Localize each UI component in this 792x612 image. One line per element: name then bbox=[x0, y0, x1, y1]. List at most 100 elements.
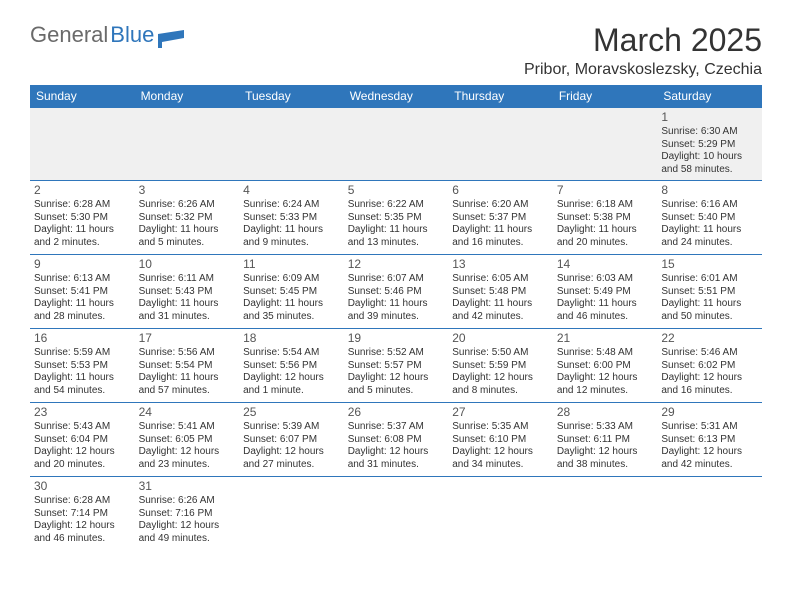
sunrise-text: Sunrise: 5:54 AM bbox=[243, 347, 340, 360]
sunset-text: Sunset: 7:16 PM bbox=[139, 508, 236, 521]
month-title: March 2025 bbox=[524, 22, 762, 59]
day-number: 17 bbox=[139, 331, 236, 346]
calendar-day-cell bbox=[448, 108, 553, 181]
day-number: 19 bbox=[348, 331, 445, 346]
daylight-text: Daylight: 11 hours and 28 minutes. bbox=[34, 298, 131, 323]
calendar-day-cell: 19Sunrise: 5:52 AMSunset: 5:57 PMDayligh… bbox=[344, 329, 449, 403]
day-number: 2 bbox=[34, 183, 131, 198]
calendar-body: 1Sunrise: 6:30 AMSunset: 5:29 PMDaylight… bbox=[30, 108, 762, 551]
sunrise-text: Sunrise: 5:39 AM bbox=[243, 421, 340, 434]
sunrise-text: Sunrise: 6:26 AM bbox=[139, 199, 236, 212]
calendar-week-row: 2Sunrise: 6:28 AMSunset: 5:30 PMDaylight… bbox=[30, 181, 762, 255]
day-number: 4 bbox=[243, 183, 340, 198]
day-number: 14 bbox=[557, 257, 654, 272]
day-number: 31 bbox=[139, 479, 236, 494]
sunset-text: Sunset: 5:53 PM bbox=[34, 360, 131, 373]
sunrise-text: Sunrise: 6:26 AM bbox=[139, 495, 236, 508]
sunrise-text: Sunrise: 5:33 AM bbox=[557, 421, 654, 434]
calendar-day-cell: 21Sunrise: 5:48 AMSunset: 6:00 PMDayligh… bbox=[553, 329, 658, 403]
sunrise-text: Sunrise: 5:59 AM bbox=[34, 347, 131, 360]
location-subtitle: Pribor, Moravskoslezsky, Czechia bbox=[524, 61, 762, 79]
daylight-text: Daylight: 11 hours and 50 minutes. bbox=[661, 298, 758, 323]
logo-flag-icon bbox=[158, 30, 184, 48]
daylight-text: Daylight: 12 hours and 12 minutes. bbox=[557, 372, 654, 397]
daylight-text: Daylight: 11 hours and 9 minutes. bbox=[243, 224, 340, 249]
calendar-day-cell bbox=[657, 477, 762, 551]
calendar-day-cell: 25Sunrise: 5:39 AMSunset: 6:07 PMDayligh… bbox=[239, 403, 344, 477]
sunrise-text: Sunrise: 6:11 AM bbox=[139, 273, 236, 286]
calendar-table: Sunday Monday Tuesday Wednesday Thursday… bbox=[30, 85, 762, 551]
calendar-day-cell: 23Sunrise: 5:43 AMSunset: 6:04 PMDayligh… bbox=[30, 403, 135, 477]
daylight-text: Daylight: 12 hours and 5 minutes. bbox=[348, 372, 445, 397]
sunset-text: Sunset: 5:46 PM bbox=[348, 286, 445, 299]
calendar-day-cell: 27Sunrise: 5:35 AMSunset: 6:10 PMDayligh… bbox=[448, 403, 553, 477]
sunrise-text: Sunrise: 6:16 AM bbox=[661, 199, 758, 212]
dow-tuesday: Tuesday bbox=[239, 85, 344, 108]
sunrise-text: Sunrise: 6:05 AM bbox=[452, 273, 549, 286]
calendar-day-cell bbox=[553, 108, 658, 181]
calendar-day-cell: 2Sunrise: 6:28 AMSunset: 5:30 PMDaylight… bbox=[30, 181, 135, 255]
logo-text-blue: Blue bbox=[110, 22, 154, 48]
sunrise-text: Sunrise: 6:01 AM bbox=[661, 273, 758, 286]
day-number: 29 bbox=[661, 405, 758, 420]
calendar-day-cell: 14Sunrise: 6:03 AMSunset: 5:49 PMDayligh… bbox=[553, 255, 658, 329]
day-number: 12 bbox=[348, 257, 445, 272]
calendar-head: Sunday Monday Tuesday Wednesday Thursday… bbox=[30, 85, 762, 108]
daylight-text: Daylight: 12 hours and 49 minutes. bbox=[139, 520, 236, 545]
day-number: 1 bbox=[661, 110, 758, 125]
calendar-week-row: 9Sunrise: 6:13 AMSunset: 5:41 PMDaylight… bbox=[30, 255, 762, 329]
calendar-day-cell: 5Sunrise: 6:22 AMSunset: 5:35 PMDaylight… bbox=[344, 181, 449, 255]
calendar-day-cell: 3Sunrise: 6:26 AMSunset: 5:32 PMDaylight… bbox=[135, 181, 240, 255]
sunrise-text: Sunrise: 6:03 AM bbox=[557, 273, 654, 286]
sunset-text: Sunset: 5:43 PM bbox=[139, 286, 236, 299]
calendar-day-cell bbox=[448, 477, 553, 551]
sunset-text: Sunset: 5:49 PM bbox=[557, 286, 654, 299]
daylight-text: Daylight: 12 hours and 31 minutes. bbox=[348, 446, 445, 471]
calendar-day-cell bbox=[553, 477, 658, 551]
day-number: 10 bbox=[139, 257, 236, 272]
sunset-text: Sunset: 5:51 PM bbox=[661, 286, 758, 299]
sunset-text: Sunset: 5:40 PM bbox=[661, 212, 758, 225]
logo-text-gray: General bbox=[30, 22, 108, 48]
sunset-text: Sunset: 5:30 PM bbox=[34, 212, 131, 225]
daylight-text: Daylight: 11 hours and 46 minutes. bbox=[557, 298, 654, 323]
dow-monday: Monday bbox=[135, 85, 240, 108]
sunrise-text: Sunrise: 6:22 AM bbox=[348, 199, 445, 212]
calendar-week-row: 16Sunrise: 5:59 AMSunset: 5:53 PMDayligh… bbox=[30, 329, 762, 403]
calendar-day-cell: 26Sunrise: 5:37 AMSunset: 6:08 PMDayligh… bbox=[344, 403, 449, 477]
calendar-day-cell: 16Sunrise: 5:59 AMSunset: 5:53 PMDayligh… bbox=[30, 329, 135, 403]
calendar-day-cell bbox=[30, 108, 135, 181]
dow-sunday: Sunday bbox=[30, 85, 135, 108]
calendar-day-cell: 15Sunrise: 6:01 AMSunset: 5:51 PMDayligh… bbox=[657, 255, 762, 329]
daylight-text: Daylight: 11 hours and 20 minutes. bbox=[557, 224, 654, 249]
sunrise-text: Sunrise: 5:50 AM bbox=[452, 347, 549, 360]
daylight-text: Daylight: 11 hours and 24 minutes. bbox=[661, 224, 758, 249]
daylight-text: Daylight: 12 hours and 23 minutes. bbox=[139, 446, 236, 471]
sunset-text: Sunset: 6:11 PM bbox=[557, 434, 654, 447]
sunrise-text: Sunrise: 6:18 AM bbox=[557, 199, 654, 212]
daylight-text: Daylight: 11 hours and 31 minutes. bbox=[139, 298, 236, 323]
sunset-text: Sunset: 6:07 PM bbox=[243, 434, 340, 447]
sunrise-text: Sunrise: 6:09 AM bbox=[243, 273, 340, 286]
daylight-text: Daylight: 11 hours and 54 minutes. bbox=[34, 372, 131, 397]
calendar-day-cell bbox=[135, 108, 240, 181]
day-number: 9 bbox=[34, 257, 131, 272]
dow-friday: Friday bbox=[553, 85, 658, 108]
sunrise-text: Sunrise: 6:24 AM bbox=[243, 199, 340, 212]
daylight-text: Daylight: 12 hours and 16 minutes. bbox=[661, 372, 758, 397]
day-number: 15 bbox=[661, 257, 758, 272]
daylight-text: Daylight: 12 hours and 42 minutes. bbox=[661, 446, 758, 471]
sunset-text: Sunset: 5:29 PM bbox=[661, 139, 758, 152]
daylight-text: Daylight: 11 hours and 13 minutes. bbox=[348, 224, 445, 249]
sunset-text: Sunset: 5:57 PM bbox=[348, 360, 445, 373]
day-number: 20 bbox=[452, 331, 549, 346]
calendar-day-cell bbox=[344, 108, 449, 181]
calendar-day-cell: 6Sunrise: 6:20 AMSunset: 5:37 PMDaylight… bbox=[448, 181, 553, 255]
day-number: 3 bbox=[139, 183, 236, 198]
sunset-text: Sunset: 6:02 PM bbox=[661, 360, 758, 373]
calendar-day-cell: 1Sunrise: 6:30 AMSunset: 5:29 PMDaylight… bbox=[657, 108, 762, 181]
calendar-day-cell: 18Sunrise: 5:54 AMSunset: 5:56 PMDayligh… bbox=[239, 329, 344, 403]
daylight-text: Daylight: 12 hours and 27 minutes. bbox=[243, 446, 340, 471]
header: GeneralBlue March 2025 Pribor, Moravskos… bbox=[30, 22, 762, 79]
sunrise-text: Sunrise: 5:56 AM bbox=[139, 347, 236, 360]
